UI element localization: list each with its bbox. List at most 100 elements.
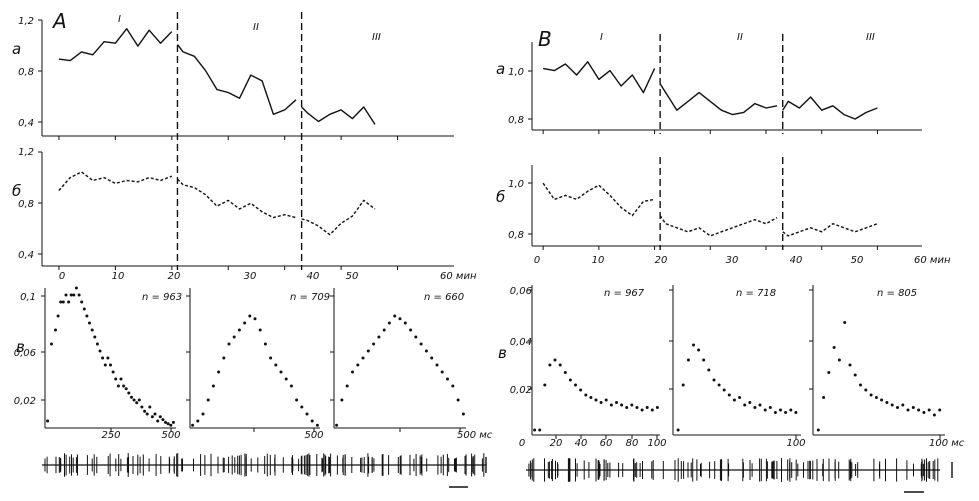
data-point	[169, 423, 173, 427]
data-point	[440, 370, 444, 374]
data-point	[80, 300, 84, 304]
x-tick-label: 250	[101, 430, 120, 441]
subplot-label: в	[498, 344, 507, 362]
data-point	[67, 300, 71, 304]
data-point	[435, 363, 439, 367]
data-point	[135, 401, 139, 405]
data-point	[451, 384, 455, 388]
data-point	[874, 396, 878, 399]
x-tick-label: 20	[168, 271, 181, 282]
data-point	[289, 384, 293, 388]
data-point	[927, 408, 931, 412]
data-point	[206, 398, 210, 402]
x-tick-label: 20	[550, 438, 563, 449]
data-point	[738, 396, 742, 399]
data-point	[859, 383, 862, 387]
subplot-label: б	[496, 188, 505, 206]
series-line	[58, 28, 173, 62]
data-point	[768, 406, 772, 409]
x-tick-label: 100 мс	[929, 438, 965, 449]
x-tick-label: 20	[655, 255, 668, 266]
histogram	[528, 285, 660, 439]
data-point	[906, 408, 910, 412]
data-point	[340, 398, 344, 402]
data-point	[635, 406, 639, 409]
data-point	[361, 356, 365, 360]
data-point	[54, 328, 57, 332]
series-line	[659, 83, 778, 116]
data-point	[356, 363, 360, 367]
data-point	[143, 409, 147, 413]
histogram	[809, 285, 945, 439]
data-point	[310, 419, 314, 423]
data-point	[932, 413, 936, 417]
data-point	[938, 408, 942, 412]
data-point	[816, 428, 820, 432]
series-line	[58, 171, 173, 191]
series-line	[782, 222, 878, 237]
x-tick-label: 40	[575, 438, 588, 449]
data-point	[773, 411, 777, 414]
data-point	[77, 293, 81, 297]
data-point	[864, 388, 868, 392]
data-point	[843, 321, 847, 324]
data-point	[789, 408, 793, 412]
data-point	[93, 335, 97, 339]
data-point	[315, 423, 319, 427]
data-point	[393, 314, 397, 318]
x-tick-label: 60	[600, 438, 613, 449]
data-point	[95, 342, 99, 346]
data-point	[727, 393, 731, 397]
y-tick-label: 0,06	[510, 286, 532, 297]
data-point	[717, 383, 721, 387]
y-tick-label: 1,2	[18, 16, 34, 27]
x-tick-label: 100	[647, 438, 666, 449]
y-tick-label: 0,06	[14, 348, 36, 359]
panel-b-label: В	[538, 27, 552, 51]
data-point	[148, 405, 152, 409]
data-point	[640, 408, 644, 412]
data-point	[150, 415, 154, 419]
x-tick-label: 0	[519, 438, 525, 449]
data-point	[538, 428, 542, 432]
data-point	[377, 335, 381, 339]
data-point	[237, 328, 241, 332]
histogram	[186, 288, 320, 432]
count-label: n = 963	[142, 292, 182, 303]
x-tick-label: 40	[790, 255, 803, 266]
epoch-label: III	[866, 32, 875, 43]
subplot-label: а	[496, 60, 505, 78]
data-point	[456, 398, 460, 402]
count-label: n = 967	[604, 288, 645, 299]
data-point	[351, 370, 354, 374]
count-label: n = 805	[877, 288, 917, 299]
data-point	[403, 321, 407, 325]
data-point	[645, 406, 649, 409]
data-point	[784, 411, 788, 414]
data-point	[692, 343, 695, 347]
data-point	[196, 419, 200, 423]
data-point	[553, 358, 557, 362]
data-point	[584, 393, 588, 397]
data-point	[295, 398, 299, 402]
y-tick-label: 0,4	[18, 118, 34, 129]
panel-a-line-b	[38, 144, 454, 270]
series-line	[177, 178, 297, 219]
data-point	[59, 300, 63, 304]
data-point	[848, 363, 852, 367]
data-point	[253, 317, 257, 321]
x-tick-label: 60 мин	[440, 271, 477, 282]
data-point	[161, 418, 165, 422]
data-point	[620, 403, 624, 407]
data-point	[158, 415, 162, 419]
data-point	[676, 428, 680, 432]
data-point	[64, 293, 68, 297]
data-point	[109, 363, 112, 367]
x-tick-label: 10	[592, 255, 605, 266]
data-point	[101, 356, 105, 360]
data-point	[122, 384, 126, 388]
series-line	[176, 44, 297, 116]
data-point	[227, 342, 231, 346]
data-point	[461, 412, 465, 416]
data-point	[153, 412, 157, 416]
